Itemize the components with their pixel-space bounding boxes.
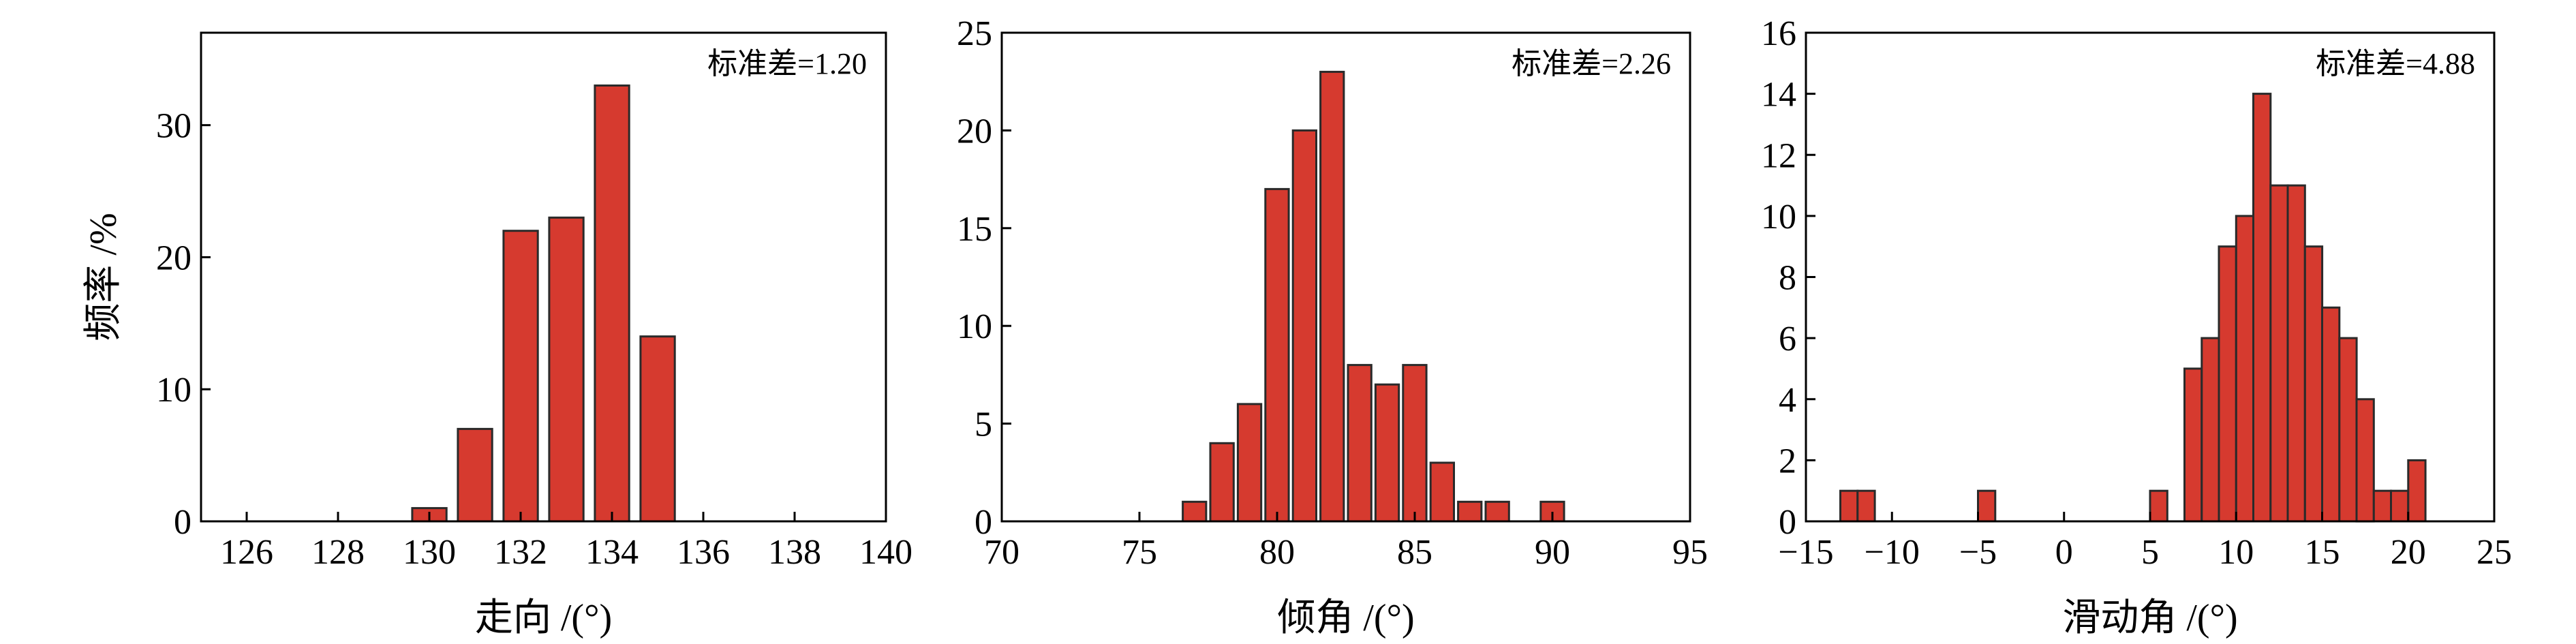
std-annotation: 标准差=4.88 xyxy=(2316,47,2475,80)
x-tick-label: 5 xyxy=(2141,533,2159,572)
y-tick-label: 0 xyxy=(174,503,191,542)
bar xyxy=(2338,337,2358,523)
y-tick-label: 0 xyxy=(1779,503,1796,542)
y-tick-label: 5 xyxy=(975,405,992,444)
bar xyxy=(548,216,585,523)
y-tick-label: 25 xyxy=(957,14,992,53)
y-axis-label: 频率 /% xyxy=(82,213,125,341)
std-annotation: 标准差=1.20 xyxy=(707,47,867,80)
x-tick-label: 138 xyxy=(768,533,821,572)
x-tick-label: 20 xyxy=(2391,533,2426,572)
bar xyxy=(1457,500,1483,523)
y-tick-label: 10 xyxy=(1761,198,1796,236)
y-tick-label: 30 xyxy=(156,107,191,146)
bar xyxy=(1347,364,1373,523)
y-tick-label: 10 xyxy=(957,307,992,346)
bar xyxy=(2269,184,2289,523)
bar xyxy=(2355,398,2375,523)
bar xyxy=(2321,306,2341,523)
x-tick-label: −5 xyxy=(1959,533,1997,572)
x-tick-label: 90 xyxy=(1535,533,1570,572)
bar xyxy=(2252,93,2272,523)
x-tick-label: 130 xyxy=(403,533,456,572)
x-tick-label: 126 xyxy=(220,533,273,572)
plot-frame xyxy=(1805,31,2496,523)
y-tick-label: 6 xyxy=(1779,320,1796,358)
plot-frame xyxy=(1000,31,1691,523)
x-tick-label: 134 xyxy=(585,533,639,572)
x-tick-label: 70 xyxy=(984,533,1019,572)
bar xyxy=(1856,489,1876,523)
std-annotation: 标准差=2.26 xyxy=(1512,47,1671,80)
bar xyxy=(1236,403,1263,523)
bar xyxy=(1319,70,1345,523)
bar xyxy=(594,85,630,523)
x-axis-label: 滑动角 /(°) xyxy=(2062,597,2237,639)
x-tick-label: 0 xyxy=(2055,533,2073,572)
y-tick-label: 8 xyxy=(1779,259,1796,298)
x-tick-label: 15 xyxy=(2305,533,2340,572)
x-tick-label: 25 xyxy=(2477,533,2512,572)
bar xyxy=(639,335,676,523)
x-tick-label: 136 xyxy=(677,533,730,572)
y-tick-label: 0 xyxy=(975,503,992,542)
x-tick-label: 132 xyxy=(494,533,547,572)
bar xyxy=(1182,500,1208,523)
x-axis-label: 走向 /(°) xyxy=(475,597,612,639)
bar xyxy=(1264,187,1290,523)
x-axis-label: 倾角 /(°) xyxy=(1277,597,1414,639)
bar xyxy=(1402,364,1428,523)
bar xyxy=(2201,337,2220,523)
chart-panel-3: −15 −10 −5 0 5 10 15 20 25 0 2 4 6 8 10 12 14 16 标准差=4.88 滑… xyxy=(1761,14,2512,639)
bar xyxy=(2390,489,2410,523)
bar xyxy=(2218,245,2237,523)
bar xyxy=(2303,245,2324,523)
x-tick-label: 128 xyxy=(311,533,365,572)
y-tick-label: 12 xyxy=(1761,136,1796,175)
x-tick-label: 85 xyxy=(1397,533,1432,572)
chart-panel-1: 126 128 130 132 134 136 138 140 0 10 20 30 标准差=1.20 走… xyxy=(82,31,913,639)
bar xyxy=(1291,129,1317,523)
y-tick-label: 10 xyxy=(156,371,191,410)
bar xyxy=(1429,461,1455,523)
y-tick-label: 4 xyxy=(1779,381,1796,420)
bar xyxy=(1839,489,1859,523)
bar xyxy=(2235,215,2255,523)
x-tick-label: 80 xyxy=(1259,533,1295,572)
bar xyxy=(2407,459,2427,523)
x-tick-label: −15 xyxy=(1778,533,1833,572)
x-tick-label: 95 xyxy=(1672,533,1708,572)
bar xyxy=(1374,383,1400,523)
bar xyxy=(2372,489,2393,523)
y-tick-label: 14 xyxy=(1761,76,1796,114)
x-tick-label: 75 xyxy=(1122,533,1157,572)
x-tick-label: −10 xyxy=(1865,533,1920,572)
y-tick-label: 20 xyxy=(156,239,191,277)
x-tick-label: 140 xyxy=(859,533,913,572)
y-tick-label: 16 xyxy=(1761,14,1796,53)
bar xyxy=(2149,489,2168,523)
y-tick-label: 15 xyxy=(957,210,992,249)
x-tick-label: 10 xyxy=(2218,533,2254,572)
bar xyxy=(2286,184,2306,523)
y-tick-label: 20 xyxy=(957,112,992,151)
bar xyxy=(2183,367,2203,523)
bar xyxy=(457,427,493,523)
bar xyxy=(1209,442,1235,523)
chart-panel-2: 70 75 80 85 90 95 0 5 10 15 20 25 标准差=2.26 倾角 /(°) xyxy=(957,14,1708,639)
bar xyxy=(502,230,539,523)
bar xyxy=(1977,489,1997,523)
plot-frame xyxy=(200,31,887,523)
y-tick-label: 2 xyxy=(1779,442,1796,480)
bar xyxy=(1484,500,1510,523)
